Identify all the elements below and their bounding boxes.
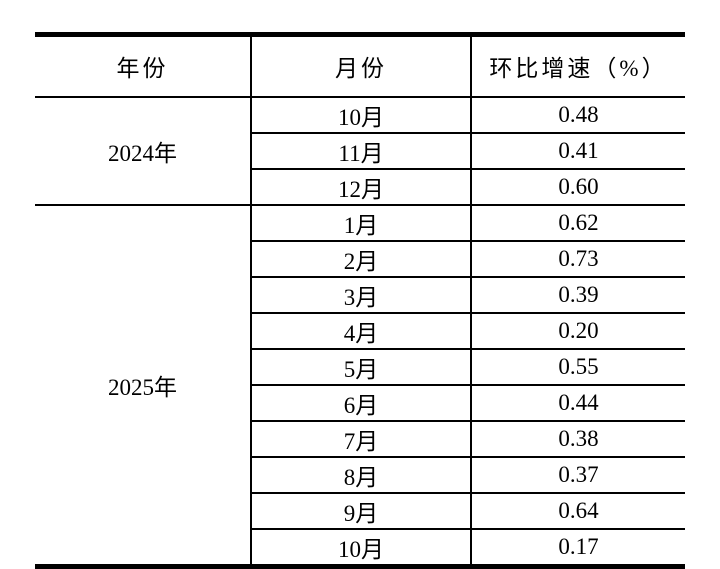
- value-cell: 0.62: [470, 204, 685, 242]
- table-row: 3月 0.39: [35, 276, 685, 314]
- table-row: 11月 0.41: [35, 132, 685, 170]
- column-header-year: 年份: [35, 34, 251, 98]
- value-cell: 0.73: [470, 240, 685, 278]
- year-cell-2025: 2025年: [35, 204, 251, 567]
- table-row: 2025年 1月 0.62: [35, 204, 685, 567]
- value-cell: 0.37: [470, 456, 685, 494]
- month-cell: 7月: [250, 420, 471, 458]
- year-cell-2024: 2024年: [35, 96, 251, 206]
- document-page: 年份 月份 环比增速（%） 2024年 10月 0.48 11月 0.41 12…: [35, 32, 685, 569]
- month-cell: 6月: [250, 384, 471, 422]
- table-row: 6月 0.44: [35, 384, 685, 422]
- table-row: 2024年 10月 0.48: [35, 96, 685, 206]
- month-cell: 9月: [250, 492, 471, 530]
- value-cell: 0.64: [470, 492, 685, 530]
- value-cell: 0.48: [470, 96, 685, 134]
- table-row: 7月 0.38: [35, 420, 685, 458]
- month-cell: 2月: [250, 240, 471, 278]
- value-cell: 0.20: [470, 312, 685, 350]
- month-cell: 10月: [250, 528, 471, 567]
- table-row: 12月 0.60: [35, 168, 685, 206]
- month-cell: 10月: [250, 96, 471, 134]
- value-cell: 0.39: [470, 276, 685, 314]
- value-cell: 0.44: [470, 384, 685, 422]
- table-row: 8月 0.37: [35, 456, 685, 494]
- month-cell: 5月: [250, 348, 471, 386]
- value-cell: 0.55: [470, 348, 685, 386]
- table-row: 4月 0.20: [35, 312, 685, 350]
- table-row: 5月 0.55: [35, 348, 685, 386]
- month-cell: 4月: [250, 312, 471, 350]
- value-cell: 0.60: [470, 168, 685, 206]
- month-cell: 1月: [250, 204, 471, 242]
- table-row: 9月 0.64: [35, 492, 685, 530]
- month-cell: 8月: [250, 456, 471, 494]
- column-header-month: 月份: [250, 34, 471, 98]
- header-row: 年份 月份 环比增速（%）: [35, 34, 685, 98]
- month-cell: 12月: [250, 168, 471, 206]
- value-cell: 0.41: [470, 132, 685, 170]
- table-row: 2月 0.73: [35, 240, 685, 278]
- month-cell: 3月: [250, 276, 471, 314]
- column-header-growth: 环比增速（%）: [470, 34, 685, 98]
- value-cell: 0.38: [470, 420, 685, 458]
- growth-rate-table: 年份 月份 环比增速（%） 2024年 10月 0.48 11月 0.41 12…: [35, 32, 685, 569]
- value-cell: 0.17: [470, 528, 685, 567]
- month-cell: 11月: [250, 132, 471, 170]
